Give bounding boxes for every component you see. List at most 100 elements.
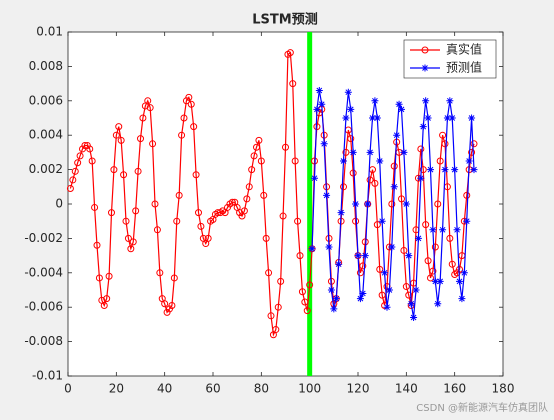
marker <box>311 174 318 182</box>
marker <box>470 166 478 174</box>
chart-title: LSTM预测 <box>252 12 317 28</box>
x-tick-label: 160 <box>443 382 466 396</box>
y-tick-label: -0.006 <box>24 300 63 314</box>
marker <box>110 166 118 174</box>
marker <box>192 171 200 179</box>
marker <box>400 246 408 254</box>
marker <box>373 114 381 122</box>
marker <box>257 157 265 165</box>
marker <box>419 123 427 131</box>
marker <box>424 114 432 122</box>
y-tick-label: -0.002 <box>24 231 63 245</box>
marker <box>315 86 323 94</box>
marker <box>376 157 384 165</box>
marker <box>337 209 345 217</box>
marker <box>93 241 101 249</box>
plot-area <box>68 32 503 376</box>
y-tick-label: 0.008 <box>29 59 63 73</box>
marker <box>359 289 367 297</box>
x-tick-label: 80 <box>254 382 269 396</box>
marker <box>342 114 350 122</box>
marker <box>460 269 468 277</box>
marker <box>277 277 285 285</box>
marker <box>180 114 188 122</box>
marker <box>385 286 393 294</box>
marker <box>303 307 311 315</box>
marker <box>470 140 478 148</box>
marker <box>323 191 331 199</box>
y-tick-label: 0 <box>55 197 63 211</box>
marker <box>168 301 176 309</box>
series-line <box>69 51 475 337</box>
marker <box>439 226 447 234</box>
legend-marker <box>421 46 429 54</box>
marker <box>298 288 306 296</box>
marker <box>139 114 147 122</box>
marker <box>76 152 84 160</box>
marker <box>398 105 405 113</box>
marker <box>127 245 135 253</box>
marker <box>373 221 381 229</box>
marker <box>170 274 178 282</box>
marker <box>417 145 425 153</box>
x-tick-label: 0 <box>64 382 72 396</box>
marker <box>313 105 321 113</box>
marker <box>66 185 74 193</box>
watermark: CSDN @新能源汽车仿真团队 <box>416 401 548 414</box>
marker <box>434 300 442 308</box>
marker <box>378 291 386 299</box>
y-tick-label: 0.01 <box>36 25 63 39</box>
marker <box>86 145 94 153</box>
marker <box>436 157 444 165</box>
marker <box>349 169 357 177</box>
marker <box>279 212 287 220</box>
marker <box>402 283 410 291</box>
marker <box>228 198 236 206</box>
legend-marker <box>421 64 429 72</box>
marker <box>412 286 420 294</box>
marker <box>349 148 357 156</box>
marker <box>274 303 282 311</box>
marker <box>424 257 432 265</box>
x-tick-label: 60 <box>205 382 220 396</box>
marker <box>395 100 403 108</box>
marker <box>468 148 476 156</box>
marker <box>463 191 471 199</box>
marker <box>204 234 212 242</box>
marker <box>352 217 360 225</box>
marker <box>414 234 422 242</box>
marker <box>115 123 123 131</box>
marker <box>173 217 181 225</box>
y-tick-label: -0.008 <box>24 334 63 348</box>
marker <box>366 148 374 156</box>
marker <box>243 195 251 203</box>
x-tick-label: 40 <box>157 382 172 396</box>
marker <box>195 209 202 217</box>
x-tick-label: 140 <box>395 382 418 396</box>
marker <box>356 295 364 303</box>
marker <box>436 277 444 285</box>
marker <box>178 131 186 139</box>
marker <box>434 200 442 208</box>
marker <box>388 200 396 208</box>
marker <box>95 274 103 282</box>
marker <box>407 300 415 308</box>
marker <box>161 300 169 308</box>
marker <box>369 114 376 122</box>
marker <box>347 105 355 113</box>
marker <box>364 200 372 208</box>
marker <box>376 265 384 273</box>
marker <box>272 326 280 334</box>
marker <box>429 226 437 234</box>
legend-label: 真实值 <box>446 42 482 57</box>
marker <box>306 281 314 289</box>
marker <box>156 269 164 277</box>
marker <box>267 312 275 320</box>
marker <box>327 286 335 294</box>
marker <box>214 209 222 217</box>
legend-label: 预测值 <box>446 60 482 75</box>
marker <box>91 203 99 211</box>
marker <box>410 314 418 322</box>
marker <box>446 234 454 242</box>
marker <box>381 269 389 277</box>
